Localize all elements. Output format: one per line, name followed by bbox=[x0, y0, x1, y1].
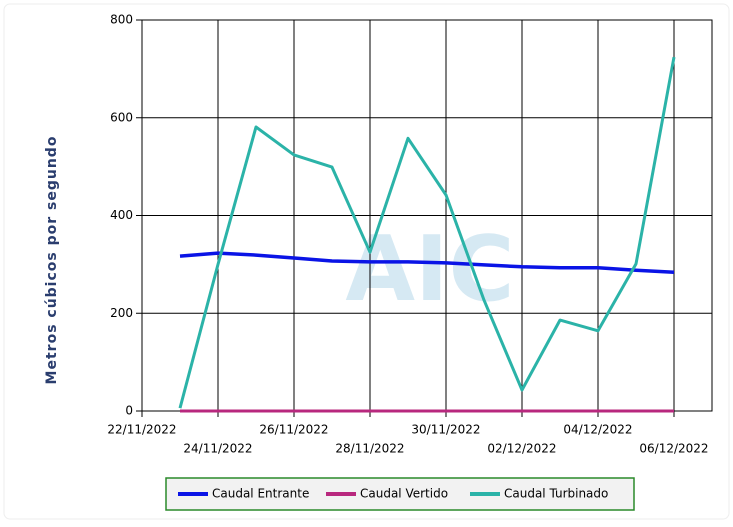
y-tick-label: 0 bbox=[125, 404, 133, 418]
y-tick-label: 400 bbox=[110, 208, 133, 222]
x-tick-label: 22/11/2022 bbox=[107, 423, 176, 437]
watermark: AIC bbox=[345, 217, 514, 322]
x-tick-label: 30/11/2022 bbox=[411, 423, 480, 437]
y-tick-label: 600 bbox=[110, 110, 133, 124]
y-tick-label: 800 bbox=[110, 13, 133, 27]
x-tick-label: 04/12/2022 bbox=[563, 423, 632, 437]
x-tick-label: 28/11/2022 bbox=[335, 442, 404, 456]
legend-label: Caudal Turbinado bbox=[504, 487, 608, 501]
x-tick-label: 02/12/2022 bbox=[487, 442, 556, 456]
x-tick-label: 26/11/2022 bbox=[259, 423, 328, 437]
legend-label: Caudal Entrante bbox=[212, 487, 309, 501]
legend bbox=[165, 477, 635, 511]
legend-label: Caudal Vertido bbox=[360, 487, 448, 501]
y-axis-label: Metros cúbicos por segundo bbox=[44, 136, 60, 385]
x-tick-label: 06/12/2022 bbox=[639, 442, 708, 456]
x-tick-label: 24/11/2022 bbox=[183, 442, 252, 456]
series-line bbox=[178, 56, 676, 409]
series-line bbox=[179, 251, 675, 274]
y-tick-label: 200 bbox=[110, 306, 133, 320]
